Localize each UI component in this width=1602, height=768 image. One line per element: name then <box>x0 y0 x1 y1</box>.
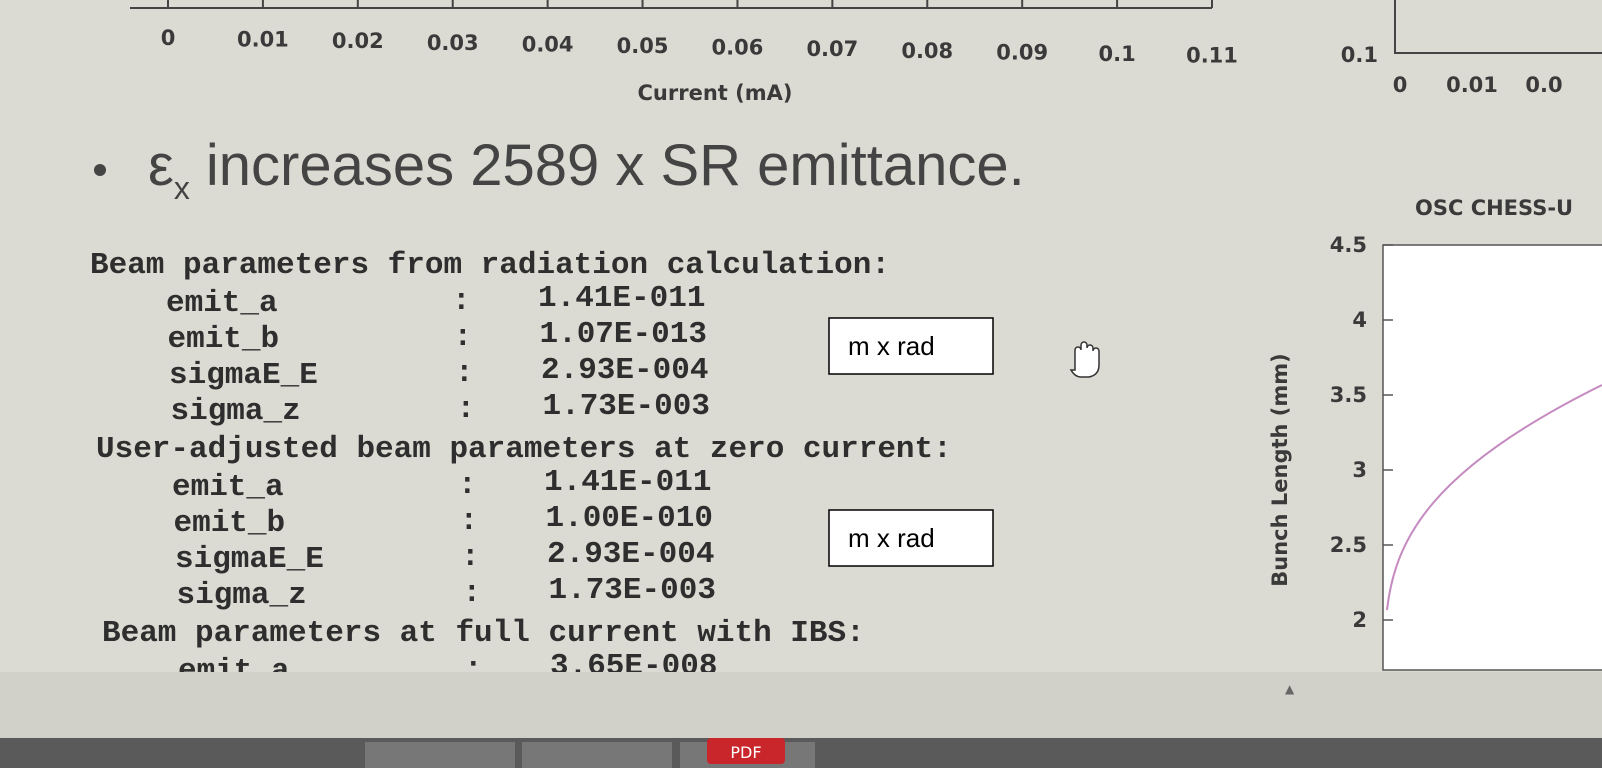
bullet-body: increases 2589 x SR emittance. <box>206 133 1025 198</box>
x-tick-label: 0.02 <box>332 29 384 53</box>
param-name: emit_a <box>172 470 284 505</box>
param-name: sigmaE_E <box>175 542 324 577</box>
param-value: 1.41E-011 <box>544 465 711 500</box>
param-sep: : <box>463 576 482 611</box>
epsilon: ε <box>148 133 174 198</box>
taskbar-button[interactable] <box>522 742 672 768</box>
screen: Current (mA) εx increases 2589 x SR emitt… <box>0 0 1602 768</box>
section-heading: Beam parameters at full current with IBS… <box>102 616 865 651</box>
param-name: emit_b <box>168 322 280 357</box>
section-heading: Beam parameters from radiation calculati… <box>90 248 890 283</box>
x-tick-label: 0.08 <box>901 39 953 63</box>
param-value: 1.00E-010 <box>546 501 713 536</box>
param-value: 2.93E-004 <box>541 353 708 388</box>
param-sep: : <box>452 284 471 319</box>
param-sep: : <box>457 392 476 427</box>
x-tick-label: 0.0 <box>1525 73 1562 97</box>
param-sep: : <box>455 356 474 391</box>
param-value: 1.07E-013 <box>540 317 707 352</box>
param-name: sigma_z <box>171 394 301 429</box>
y-tick-label: 0.1 <box>1341 43 1378 67</box>
x-tick-label: 0 <box>161 26 176 50</box>
x-tick-label: 0.06 <box>712 36 764 60</box>
y-tick-label: 3.5 <box>1330 383 1367 407</box>
x-tick-label: 0.05 <box>617 34 669 58</box>
param-value: 1.73E-003 <box>543 389 710 424</box>
chart-title: OSC CHESS-U <box>1415 196 1573 220</box>
section-heading: User-adjusted beam parameters at zero cu… <box>96 432 952 467</box>
bullet-text: εx increases 2589 x SR emittance. <box>148 133 1025 206</box>
x-tick-label: 0.11 <box>1186 44 1238 68</box>
x-tick-label: 0.1 <box>1098 42 1135 66</box>
y-tick-label: 4 <box>1352 308 1367 332</box>
plot-area <box>1383 245 1602 670</box>
x-tick-label: 0 <box>1393 73 1408 97</box>
pdf-label: PDF <box>730 743 761 762</box>
param-value: 2.93E-004 <box>547 537 714 572</box>
y-tick-label: 4.5 <box>1330 233 1367 257</box>
param-sep: : <box>461 540 480 575</box>
bullet-dot <box>94 164 106 176</box>
param-sep: : <box>460 504 479 539</box>
param-sep: : <box>454 320 473 355</box>
param-name: emit_a <box>166 286 278 321</box>
y-tick-label: 2 <box>1352 608 1367 632</box>
unit-label: m x rad <box>848 523 935 553</box>
scroll-arrow: ▲ <box>1285 682 1295 696</box>
x-tick-label: 0.04 <box>522 32 574 56</box>
y-axis-label: Bunch Length (mm) <box>1268 353 1292 586</box>
unit-label: m x rad <box>848 331 935 361</box>
scroll-area <box>0 672 1602 742</box>
x-tick-label: 0.07 <box>806 37 858 61</box>
param-name: emit_b <box>174 506 286 541</box>
x-tick-label: 0.09 <box>996 40 1048 64</box>
param-name: sigmaE_E <box>169 358 318 393</box>
param-value: 1.41E-011 <box>538 281 705 316</box>
x-tick-label: 0.01 <box>1446 73 1498 97</box>
taskbar-button[interactable] <box>365 742 515 768</box>
param-sep: : <box>458 468 477 503</box>
param-name: sigma_z <box>177 578 307 613</box>
param-value: 1.73E-003 <box>549 573 716 608</box>
subscript: x <box>174 170 190 206</box>
x-axis-label: Current (mA) <box>638 81 793 105</box>
y-tick-label: 3 <box>1352 458 1367 482</box>
y-tick-label: 2.5 <box>1330 533 1367 557</box>
x-tick-label: 0.03 <box>427 31 479 55</box>
x-tick-label: 0.01 <box>237 28 289 52</box>
